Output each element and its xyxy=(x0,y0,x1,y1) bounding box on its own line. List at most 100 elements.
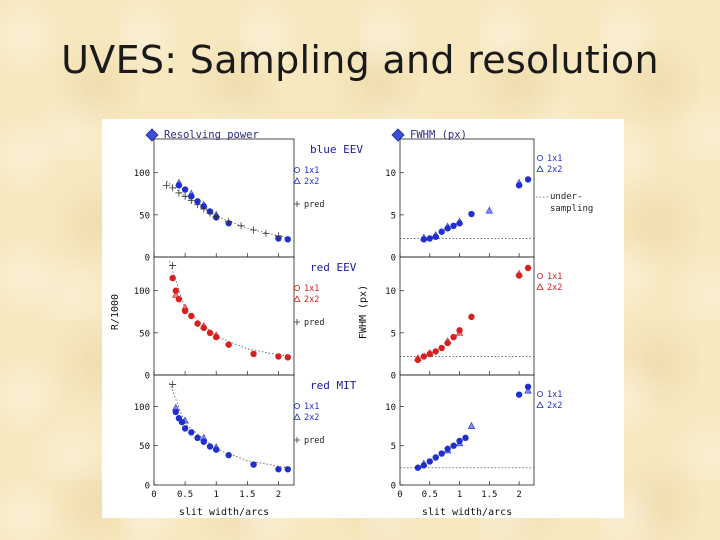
point-0-2-0-3 xyxy=(181,425,189,432)
point-0-0-2-9 xyxy=(225,218,233,226)
point-1-0-1-5 xyxy=(515,178,523,186)
point-0-2-0-10 xyxy=(250,461,257,468)
panel-frame-0-2 xyxy=(153,374,295,486)
pred-curve-0 xyxy=(166,180,291,239)
point-0-0-2-1 xyxy=(169,184,177,192)
panel-label-0: blue EEV xyxy=(310,143,363,156)
legend-1-1-1-label: 2x2 xyxy=(547,283,562,293)
legend-1-0-0-label: 1x1 xyxy=(547,154,562,164)
panel-frame-0-1 xyxy=(153,256,295,376)
y-tick-label-0-1-1: 50 xyxy=(139,329,150,339)
undersampling-label-0: under- xyxy=(550,192,583,202)
y-tick-label-1-2-2: 10 xyxy=(385,403,396,413)
x-tick-label-0-4: 2 xyxy=(276,490,281,500)
point-0-1-0-5 xyxy=(194,320,201,327)
y-tick-label-0-1-2: 100 xyxy=(134,287,150,297)
point-0-1-0-9 xyxy=(225,341,232,348)
point-1-1-1-2 xyxy=(443,337,452,345)
pred-curve-1 xyxy=(169,261,291,357)
point-0-0-2-4 xyxy=(187,197,195,205)
legend-0-1-2-marker xyxy=(294,319,300,325)
point-1-2-0-2 xyxy=(426,458,433,465)
point-1-0-1-1 xyxy=(432,230,440,238)
legend-0-0-1-label: 2x2 xyxy=(304,177,319,187)
point-0-1-2-0 xyxy=(169,261,177,269)
point-0-0-2-10 xyxy=(237,222,245,230)
legend-0-1-0-label: 1x1 xyxy=(304,284,319,294)
point-1-0-1-2 xyxy=(443,222,452,230)
point-1-0-0-7 xyxy=(468,210,475,218)
point-0-1-0-10 xyxy=(250,350,257,358)
point-1-0-1-3 xyxy=(455,217,464,225)
point-1-0-0-9 xyxy=(524,176,532,183)
point-0-0-2-7 xyxy=(206,209,214,217)
x-tick-label-0-0: 0 xyxy=(151,490,156,500)
legend-1-2-1-marker xyxy=(536,401,544,408)
y-tick-label-1-1-1: 5 xyxy=(391,329,396,339)
panel-label-2: red MIT xyxy=(310,379,357,392)
point-1-2-1-1 xyxy=(443,446,452,454)
point-0-1-1-3 xyxy=(212,331,220,339)
point-0-1-1-1 xyxy=(181,303,189,311)
legend-0-2-1-label: 2x2 xyxy=(304,413,319,423)
legend-0-2-0-label: 1x1 xyxy=(304,402,319,412)
point-0-2-0-9 xyxy=(225,451,232,459)
point-0-2-0-11 xyxy=(275,466,282,473)
legend-1-1-1-marker xyxy=(536,283,544,290)
point-1-1-0-4 xyxy=(438,344,445,352)
point-0-0-2-3 xyxy=(181,192,189,200)
point-0-2-0-4 xyxy=(188,429,195,436)
y-tick-label-0-0-1: 50 xyxy=(139,211,150,221)
point-1-1-1-1 xyxy=(426,348,434,356)
y-tick-label-1-0-0: 0 xyxy=(391,254,396,264)
point-1-1-1-4 xyxy=(515,269,523,277)
point-0-1-0-4 xyxy=(188,312,195,320)
legend-1-2-0-label: 1x1 xyxy=(547,390,562,400)
legend-1-1-0-marker xyxy=(536,272,543,279)
point-0-0-2-6 xyxy=(200,205,208,213)
point-0-2-1-1 xyxy=(181,416,189,424)
point-1-0-1-4 xyxy=(485,206,494,214)
point-0-2-1-3 xyxy=(212,443,220,451)
x-axis-label-0: slit width/arcs xyxy=(179,507,269,518)
point-1-2-0-6 xyxy=(450,442,457,449)
legend-1-1-0-label: 1x1 xyxy=(547,272,562,282)
point-1-1-0-10 xyxy=(524,264,532,272)
y-axis-label-1: FWHM (px) xyxy=(358,285,369,339)
point-0-0-0-9 xyxy=(284,236,291,243)
point-1-1-1-0 xyxy=(414,354,422,361)
x-tick-label-1-3: 1.5 xyxy=(481,490,497,500)
point-0-1-1-2 xyxy=(200,321,208,329)
x-axis-label-1: slit width/arcs xyxy=(422,507,512,518)
point-0-1-0-7 xyxy=(206,329,214,337)
point-1-2-1-0 xyxy=(420,459,428,467)
point-1-0-0-3 xyxy=(438,228,445,235)
header-diamond-icon-0 xyxy=(145,128,159,142)
point-1-1-1-3 xyxy=(455,328,464,336)
panel-frame-1-2 xyxy=(399,374,535,486)
y-tick-label-1-2-0: 0 xyxy=(391,482,396,492)
point-0-0-2-13 xyxy=(274,232,282,240)
point-0-2-2-0 xyxy=(169,380,177,388)
point-0-0-0-1 xyxy=(181,186,189,193)
x-tick-label-1-1: 0.5 xyxy=(422,490,438,500)
point-0-1-0-0 xyxy=(169,274,176,282)
column-header-1: FWHM (px) xyxy=(410,129,467,141)
panel-frame-1-0 xyxy=(399,138,535,258)
point-1-0-1-0 xyxy=(420,233,428,241)
y-tick-label-1-1-0: 0 xyxy=(391,372,396,382)
point-0-1-0-1 xyxy=(172,287,179,294)
undersampling-label-1: sampling xyxy=(550,204,593,214)
point-0-2-1-2 xyxy=(200,433,208,441)
legend-0-2-2-label: pred xyxy=(304,436,324,446)
legend-1-2-0-marker xyxy=(536,390,543,397)
legend-1-0-1-marker xyxy=(536,165,544,172)
point-1-2-0-8 xyxy=(462,434,469,442)
point-0-2-1-0 xyxy=(172,403,180,411)
slide-title: UVES: Sampling and resolution xyxy=(61,38,659,82)
point-0-0-2-11 xyxy=(250,226,258,234)
panel-label-1: red EEV xyxy=(310,261,357,274)
legend-0-2-2-marker xyxy=(294,437,300,443)
legend-0-0-2-marker xyxy=(294,201,300,207)
point-0-2-0-12 xyxy=(284,466,291,473)
